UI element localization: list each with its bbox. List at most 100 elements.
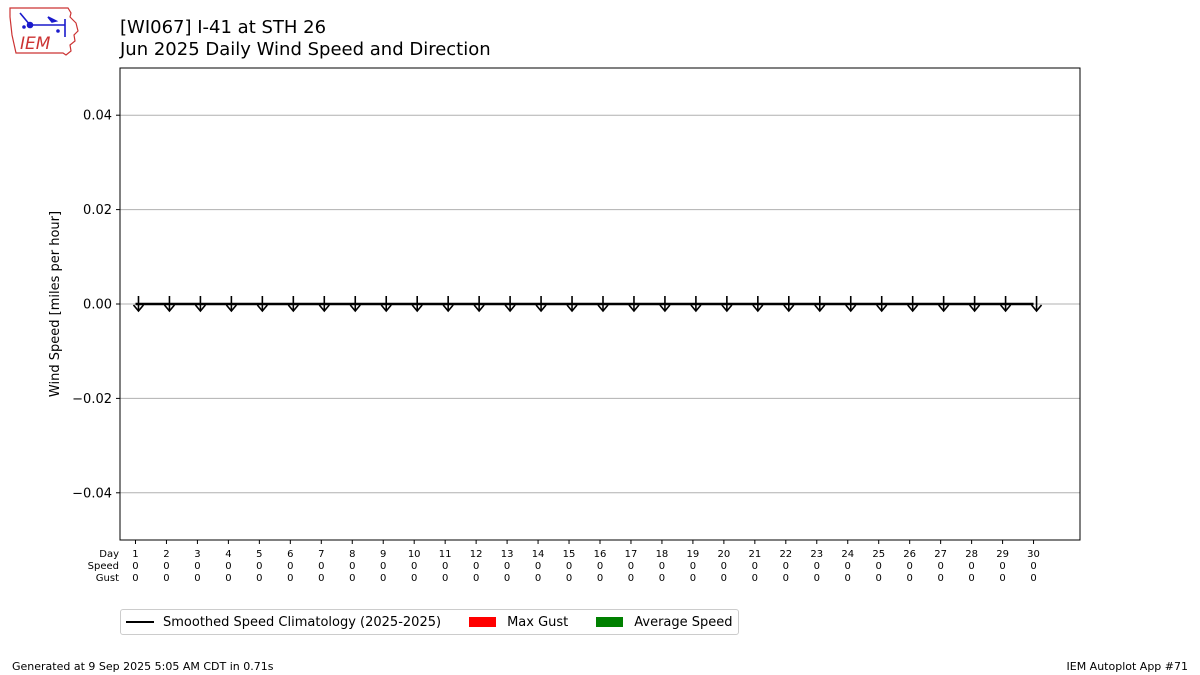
legend-label-climatology: Smoothed Speed Climatology (2025-2025) — [163, 614, 442, 630]
direction-arrow — [473, 296, 485, 313]
table-speed-value: 0 — [937, 561, 943, 572]
direction-arrow — [999, 296, 1012, 313]
legend-line-swatch — [126, 621, 154, 623]
wind-chart: 0.04 0.02 0.00 −0.02 −0.04 Wind Speed [miles… — [48, 67, 1081, 584]
table-speed-value: 0 — [845, 561, 851, 572]
table-gust-value: 0 — [999, 573, 1005, 584]
table-row-label: Speed — [88, 561, 119, 572]
table-speed-value: 0 — [968, 561, 974, 572]
generated-timestamp: Generated at 9 Sep 2025 5:05 AM CDT in 0… — [12, 660, 274, 673]
table-speed-value: 0 — [906, 561, 912, 572]
y-tick-label: 0.00 — [83, 298, 112, 313]
table-gust-value: 0 — [473, 573, 479, 584]
table-row-label: Gust — [96, 573, 119, 584]
table-day-value: 18 — [656, 549, 669, 560]
direction-arrow — [566, 296, 578, 313]
table-day-value: 30 — [1027, 549, 1040, 560]
table-day-value: 17 — [625, 549, 638, 560]
table-speed-value: 0 — [535, 561, 541, 572]
y-axis-label: Wind Speed [miles per hour] — [48, 211, 63, 397]
table-row-label: Day — [99, 549, 119, 560]
iowa-outline — [9, 7, 79, 56]
table-gust-value: 0 — [442, 573, 448, 584]
table-speed-value: 0 — [411, 561, 417, 572]
table-speed-value: 0 — [659, 561, 665, 572]
table-day-value: 24 — [841, 549, 854, 560]
legend-label-max-gust: Max Gust — [507, 614, 569, 630]
table-speed-value: 0 — [442, 561, 448, 572]
direction-arrow — [690, 296, 702, 313]
x-axis-ticks — [134, 540, 1035, 544]
table-speed-value: 0 — [318, 561, 324, 572]
table-speed-value: 0 — [1030, 561, 1036, 572]
legend-label-average-speed: Average Speed — [634, 614, 733, 630]
table-gust-value: 0 — [721, 573, 727, 584]
table-speed-value: 0 — [256, 561, 262, 572]
direction-arrow — [845, 296, 857, 313]
direction-arrow — [318, 296, 330, 313]
table-speed-value: 0 — [566, 561, 572, 572]
table-speed-value: 0 — [628, 561, 634, 572]
direction-arrow — [876, 296, 888, 313]
table-day-value: 8 — [349, 549, 355, 560]
table-speed-value: 0 — [597, 561, 603, 572]
table-gust-value: 0 — [783, 573, 789, 584]
table-gust-value: 0 — [380, 573, 386, 584]
direction-arrow — [411, 296, 423, 313]
iem-logo: IEM — [9, 7, 79, 56]
table-speed-value: 0 — [287, 561, 293, 572]
direction-arrow — [287, 296, 299, 313]
table-speed-value: 0 — [349, 561, 355, 572]
table-gust-value: 0 — [1030, 573, 1036, 584]
table-gust-value: 0 — [349, 573, 355, 584]
legend-swatch-max-gust — [469, 617, 497, 627]
direction-arrows-layer — [132, 296, 1043, 313]
table-day-value: 11 — [439, 549, 452, 560]
table-gust-value: 0 — [597, 573, 603, 584]
table-day-value: 27 — [934, 549, 947, 560]
table-speed-value: 0 — [690, 561, 696, 572]
table-day-value: 25 — [872, 549, 885, 560]
table-day-value: 12 — [470, 549, 483, 560]
table-gust-value: 0 — [937, 573, 943, 584]
table-gust-value: 0 — [876, 573, 882, 584]
table-day-value: 6 — [287, 549, 293, 560]
table-speed-value: 0 — [504, 561, 510, 572]
table-day-value: 28 — [965, 549, 978, 560]
table-day-value: 3 — [194, 549, 200, 560]
table-gust-value: 0 — [411, 573, 417, 584]
direction-arrow — [659, 296, 671, 313]
app-credit: IEM Autoplot App #71 — [1066, 660, 1189, 673]
table-gust-value: 0 — [504, 573, 510, 584]
table-gust-value: 0 — [659, 573, 665, 584]
table-day-value: 20 — [718, 549, 731, 560]
direction-arrow — [907, 296, 919, 313]
table-speed-value: 0 — [721, 561, 727, 572]
table-gust-value: 0 — [163, 573, 169, 584]
table-day-value: 14 — [532, 549, 545, 560]
direction-arrow — [504, 296, 516, 313]
table-gust-value: 0 — [566, 573, 572, 584]
direction-arrow — [349, 296, 361, 313]
direction-arrow — [628, 296, 640, 313]
table-gust-value: 0 — [968, 573, 974, 584]
table-gust-value: 0 — [535, 573, 541, 584]
table-day-value: 21 — [748, 549, 761, 560]
table-speed-value: 0 — [380, 561, 386, 572]
plot-frame — [119, 67, 1081, 541]
legend-item-climatology: Smoothed Speed Climatology (2025-2025) — [126, 615, 441, 630]
table-speed-value: 0 — [752, 561, 758, 572]
table-speed-value: 0 — [814, 561, 820, 572]
table-gust-value: 0 — [256, 573, 262, 584]
table-day-value: 23 — [810, 549, 823, 560]
chart-legend: Smoothed Speed Climatology (2025-2025) M… — [120, 609, 739, 635]
direction-arrow — [194, 296, 207, 313]
table-gust-value: 0 — [225, 573, 231, 584]
y-tick-label: −0.02 — [72, 392, 112, 407]
table-day-value: 9 — [380, 549, 386, 560]
direction-arrow — [968, 296, 981, 313]
table-day-value: 29 — [996, 549, 1009, 560]
chart-title-block: [WI067] I-41 at STH 26 Jun 2025 Daily Wi… — [120, 17, 491, 61]
table-speed-value: 0 — [132, 561, 138, 572]
